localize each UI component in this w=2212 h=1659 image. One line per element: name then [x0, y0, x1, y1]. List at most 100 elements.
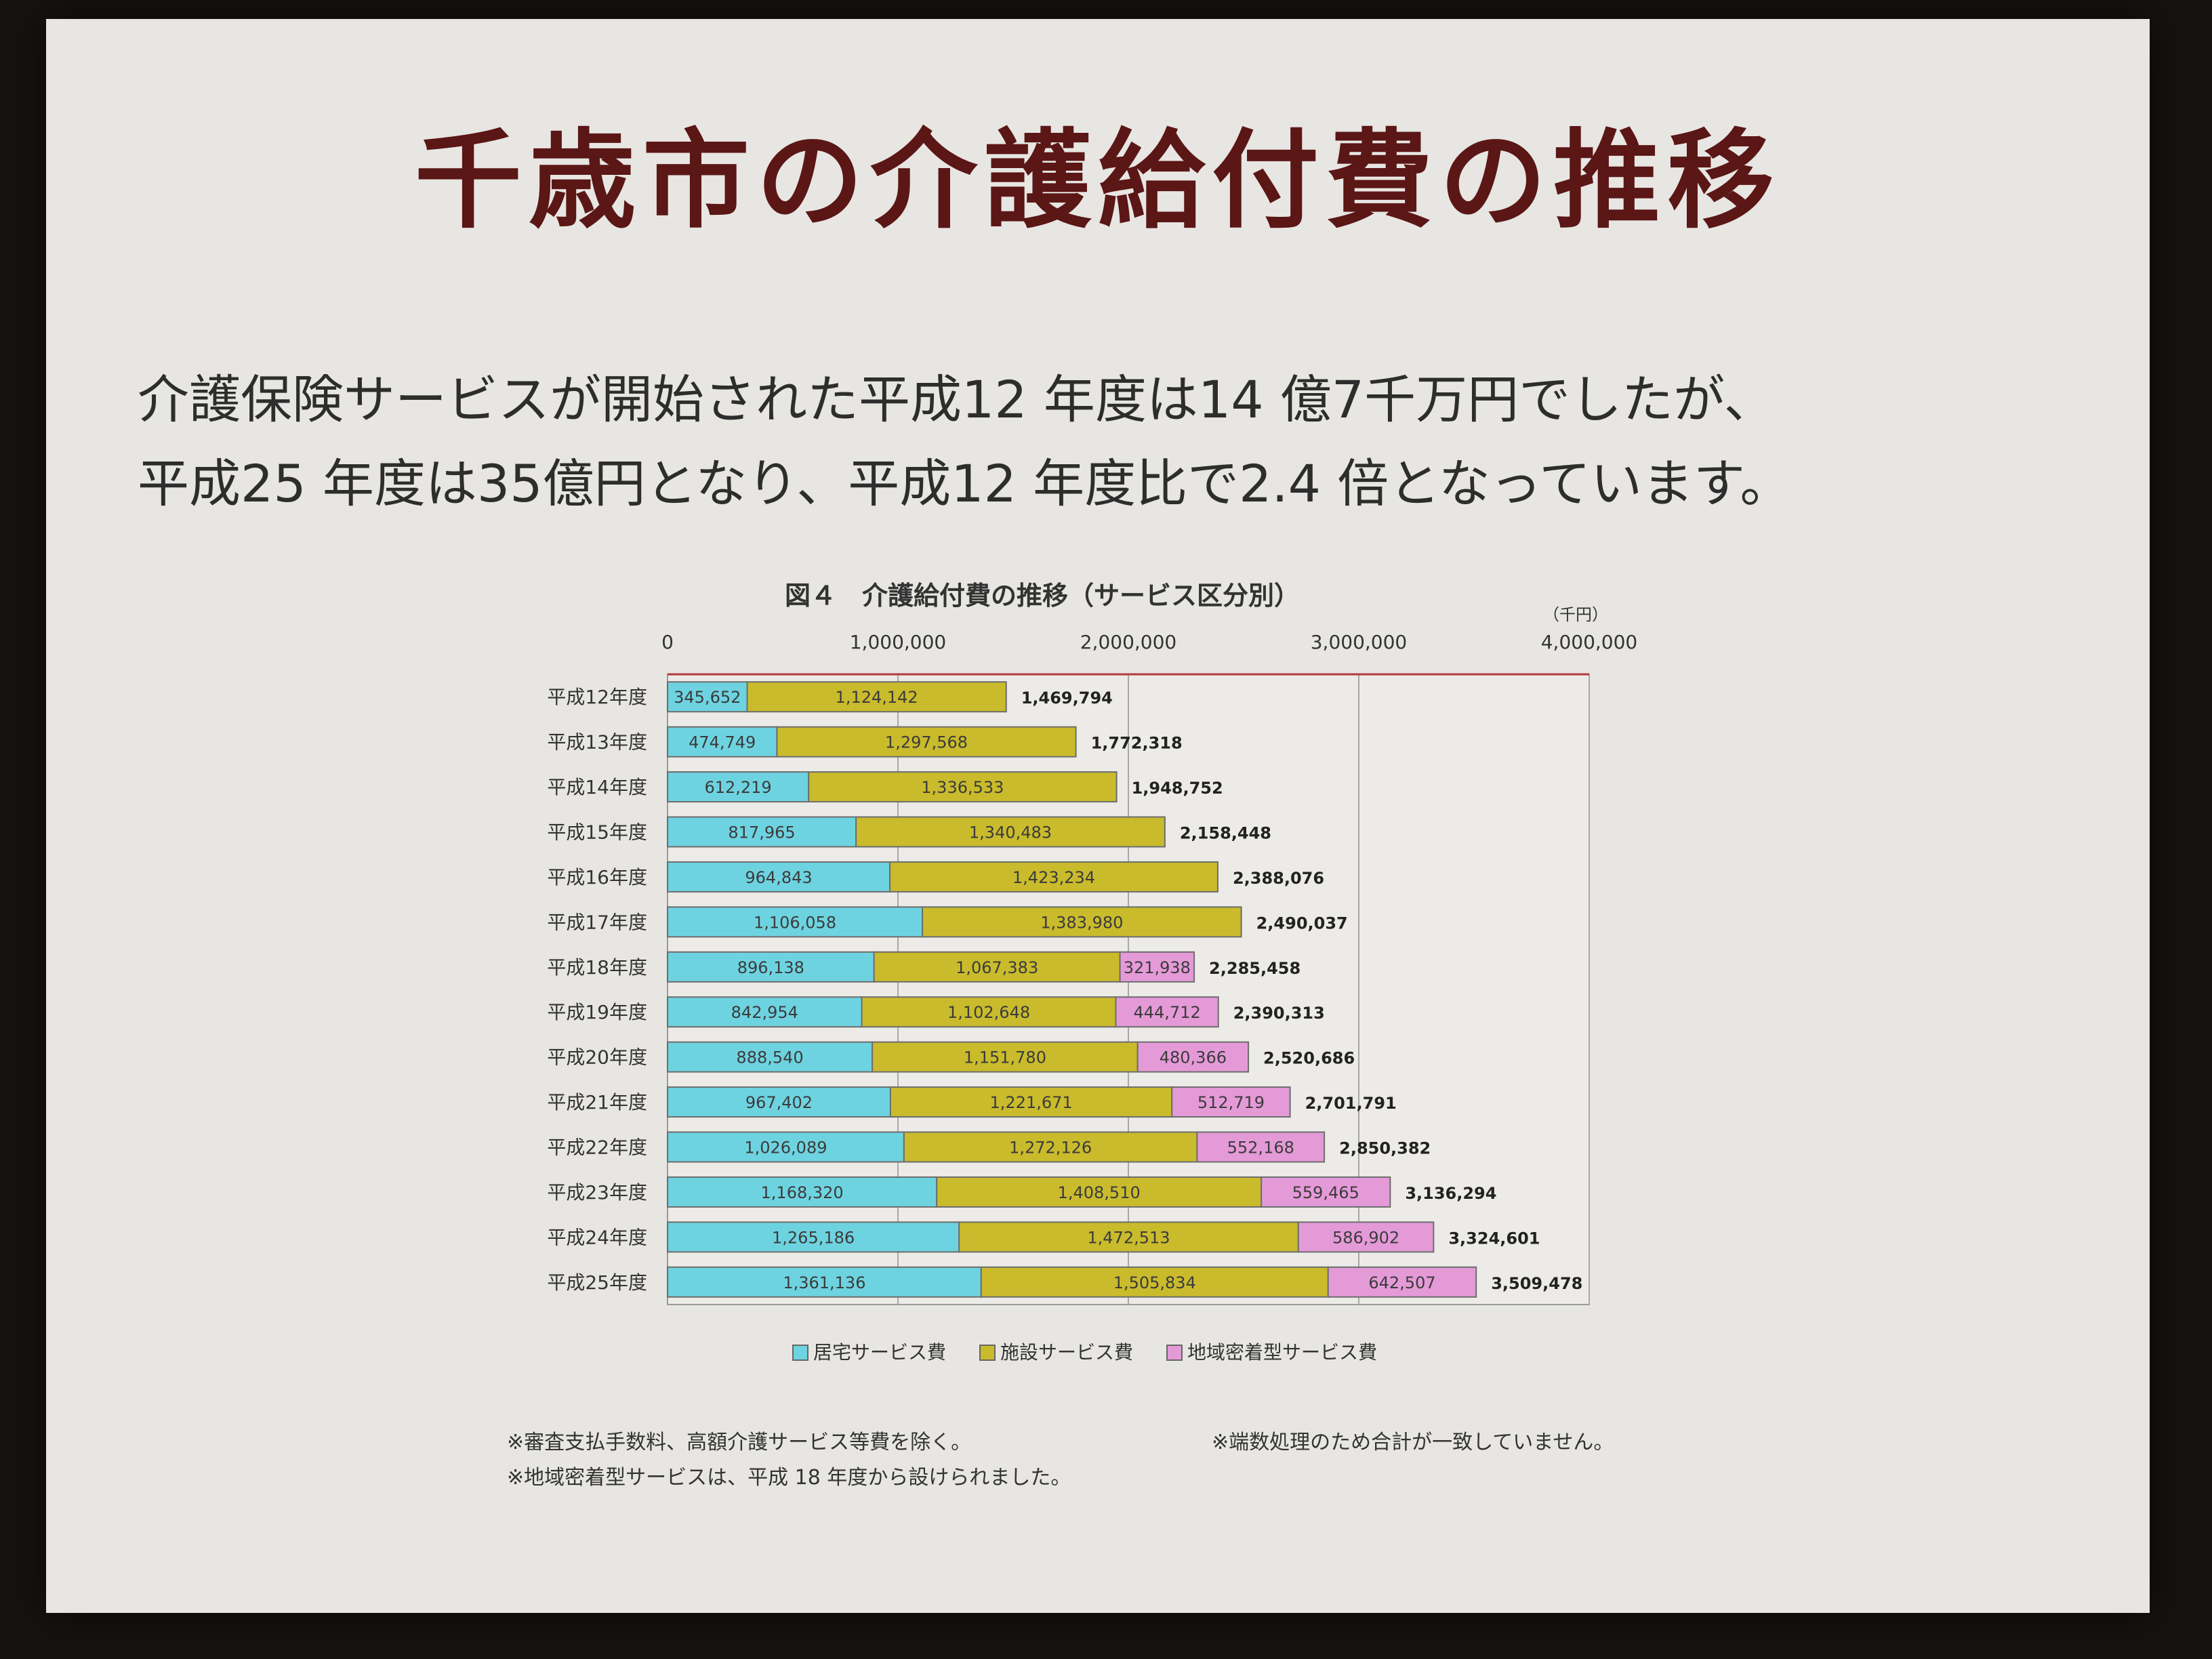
bar-segment [776, 726, 1077, 758]
bar-segment [873, 951, 1121, 983]
slide-title: 千歳市の介護給付費の推移 [415, 119, 1781, 243]
bar-segment [958, 1221, 1299, 1253]
chart-legend: 居宅サービス費 施設サービス費 地域密着型サービス費 [792, 1341, 1377, 1364]
bar-segment [872, 1041, 1139, 1073]
legend-label: 地域密着型サービス費 [1187, 1341, 1377, 1364]
data-label: 1,340,483 [969, 823, 1052, 842]
chart-title: 図４ 介護給付費の推移（サービス区分別） [785, 581, 1300, 611]
data-label: 512,719 [1197, 1093, 1265, 1112]
total-label: 2,701,791 [1305, 1094, 1397, 1113]
legend-swatch [979, 1345, 996, 1361]
x-tick-label: 1,000,000 [850, 631, 947, 653]
total-label: 3,509,478 [1491, 1274, 1582, 1293]
data-label: 1,361,136 [783, 1273, 865, 1292]
data-label: 1,265,186 [772, 1228, 855, 1247]
chart-labels: 平成12年度 345,652 1,124,142 1,469,794 平成13年度 474… [547, 686, 1582, 1294]
note-2: ※端数処理のため合計が一致していません。 [1212, 1431, 1614, 1454]
total-label: 2,158,448 [1180, 824, 1271, 843]
bar-segment [855, 816, 1166, 848]
legend-swatch [1166, 1345, 1183, 1361]
category-label: 平成18年度 [547, 956, 647, 979]
bar-segment [667, 1176, 938, 1208]
x-tick-label: 0 [661, 631, 674, 653]
bar-segment [861, 996, 1117, 1028]
data-label: 1,505,834 [1113, 1273, 1196, 1292]
data-label: 1,106,058 [754, 913, 836, 932]
chart-grid [667, 674, 1590, 1305]
data-label: 1,102,648 [947, 1003, 1030, 1022]
data-label: 817,965 [728, 823, 795, 842]
bar-segment [889, 861, 1218, 893]
category-label: 平成13年度 [547, 731, 647, 754]
bar-segment [889, 1086, 1173, 1118]
data-label: 842,954 [731, 1003, 798, 1022]
legend-label: 施設サービス費 [1000, 1341, 1133, 1364]
bar-segment [903, 1131, 1198, 1163]
total-label: 1,948,752 [1132, 779, 1223, 798]
data-label: 559,465 [1292, 1183, 1359, 1202]
bar-segment [922, 906, 1242, 938]
subtitle-line-1: 介護保険サービスが開始された平成12 年度は14 億7千万円でしたが、 [138, 369, 1776, 430]
data-label: 612,219 [704, 778, 771, 797]
category-label: 平成16年度 [547, 866, 647, 888]
category-label: 平成15年度 [547, 821, 647, 844]
data-label: 1,168,320 [761, 1183, 844, 1202]
x-axis-unit: （千円） [1543, 605, 1608, 624]
total-label: 2,388,076 [1233, 869, 1324, 888]
bar-segment [1171, 1086, 1291, 1118]
total-label: 2,285,458 [1209, 959, 1300, 978]
total-label: 2,520,686 [1263, 1049, 1355, 1068]
data-label: 1,026,089 [744, 1139, 827, 1158]
data-label: 1,383,980 [1040, 913, 1123, 932]
bar-segment [667, 726, 778, 758]
data-label: 1,272,126 [1009, 1139, 1092, 1158]
data-label: 1,221,671 [990, 1093, 1073, 1112]
category-label: 平成23年度 [547, 1181, 647, 1204]
category-label: 平成17年度 [547, 911, 647, 933]
data-label: 1,151,780 [964, 1048, 1046, 1067]
bar-segment [667, 1041, 874, 1073]
total-label: 2,850,382 [1339, 1139, 1431, 1158]
bar-segment [1119, 951, 1195, 983]
data-label: 1,472,513 [1087, 1228, 1170, 1247]
bar-segment [667, 771, 810, 803]
legend-swatch [792, 1345, 808, 1361]
bar-segment [667, 1266, 982, 1298]
bar-segment [667, 996, 863, 1028]
data-label: 444,712 [1133, 1003, 1200, 1022]
slide-screen: 千歳市の介護給付費の推移 介護保険サービスが開始された平成12 年度は14 億7… [46, 19, 2150, 1613]
total-label: 3,324,601 [1448, 1229, 1540, 1248]
data-label: 1,408,510 [1058, 1183, 1141, 1202]
category-label: 平成24年度 [547, 1226, 647, 1248]
total-label: 2,490,037 [1256, 914, 1348, 933]
category-label: 平成20年度 [547, 1046, 647, 1069]
subtitle-line-2: 平成25 年度は35億円となり、平成12 年度比で2.4 倍となっています。 [138, 453, 1792, 514]
data-label: 896,138 [737, 958, 804, 977]
bar-segment [808, 771, 1118, 803]
data-label: 967,402 [745, 1093, 813, 1112]
bar-segment [667, 1221, 960, 1253]
category-label: 平成21年度 [547, 1091, 647, 1113]
total-label: 2,390,313 [1233, 1004, 1325, 1023]
chart-notes: ※審査支払手数料、高額介護サービス等費を除く。 ※端数処理のため合計が一致してい… [507, 1425, 1614, 1496]
bar-segment [667, 1131, 905, 1163]
chart-axis: 0 1,000,000 2,000,000 3,000,000 4,000,000 （千円… [661, 605, 1638, 676]
note-1: ※審査支払手数料、高額介護サービス等費を除く。 [507, 1431, 972, 1454]
chart-bars [667, 681, 1477, 1298]
category-label: 平成14年度 [547, 776, 647, 798]
category-label: 平成25年度 [547, 1271, 647, 1294]
category-label: 平成22年度 [547, 1136, 647, 1159]
x-tick-label: 4,000,000 [1541, 631, 1638, 653]
bar-segment [1196, 1131, 1326, 1163]
data-label: 1,423,234 [1012, 868, 1095, 887]
note-3: ※地域密着型サービスは、平成 18 年度から設けられました。 [507, 1466, 1071, 1490]
x-tick-label: 2,000,000 [1080, 631, 1177, 653]
data-label: 1,067,383 [956, 958, 1038, 977]
x-tick-label: 3,000,000 [1311, 631, 1408, 653]
data-label: 586,902 [1332, 1228, 1399, 1247]
bar-segment [936, 1176, 1263, 1208]
data-label: 321,938 [1124, 958, 1191, 977]
category-label: 平成19年度 [547, 1001, 647, 1023]
legend-label: 居宅サービス費 [813, 1341, 946, 1364]
